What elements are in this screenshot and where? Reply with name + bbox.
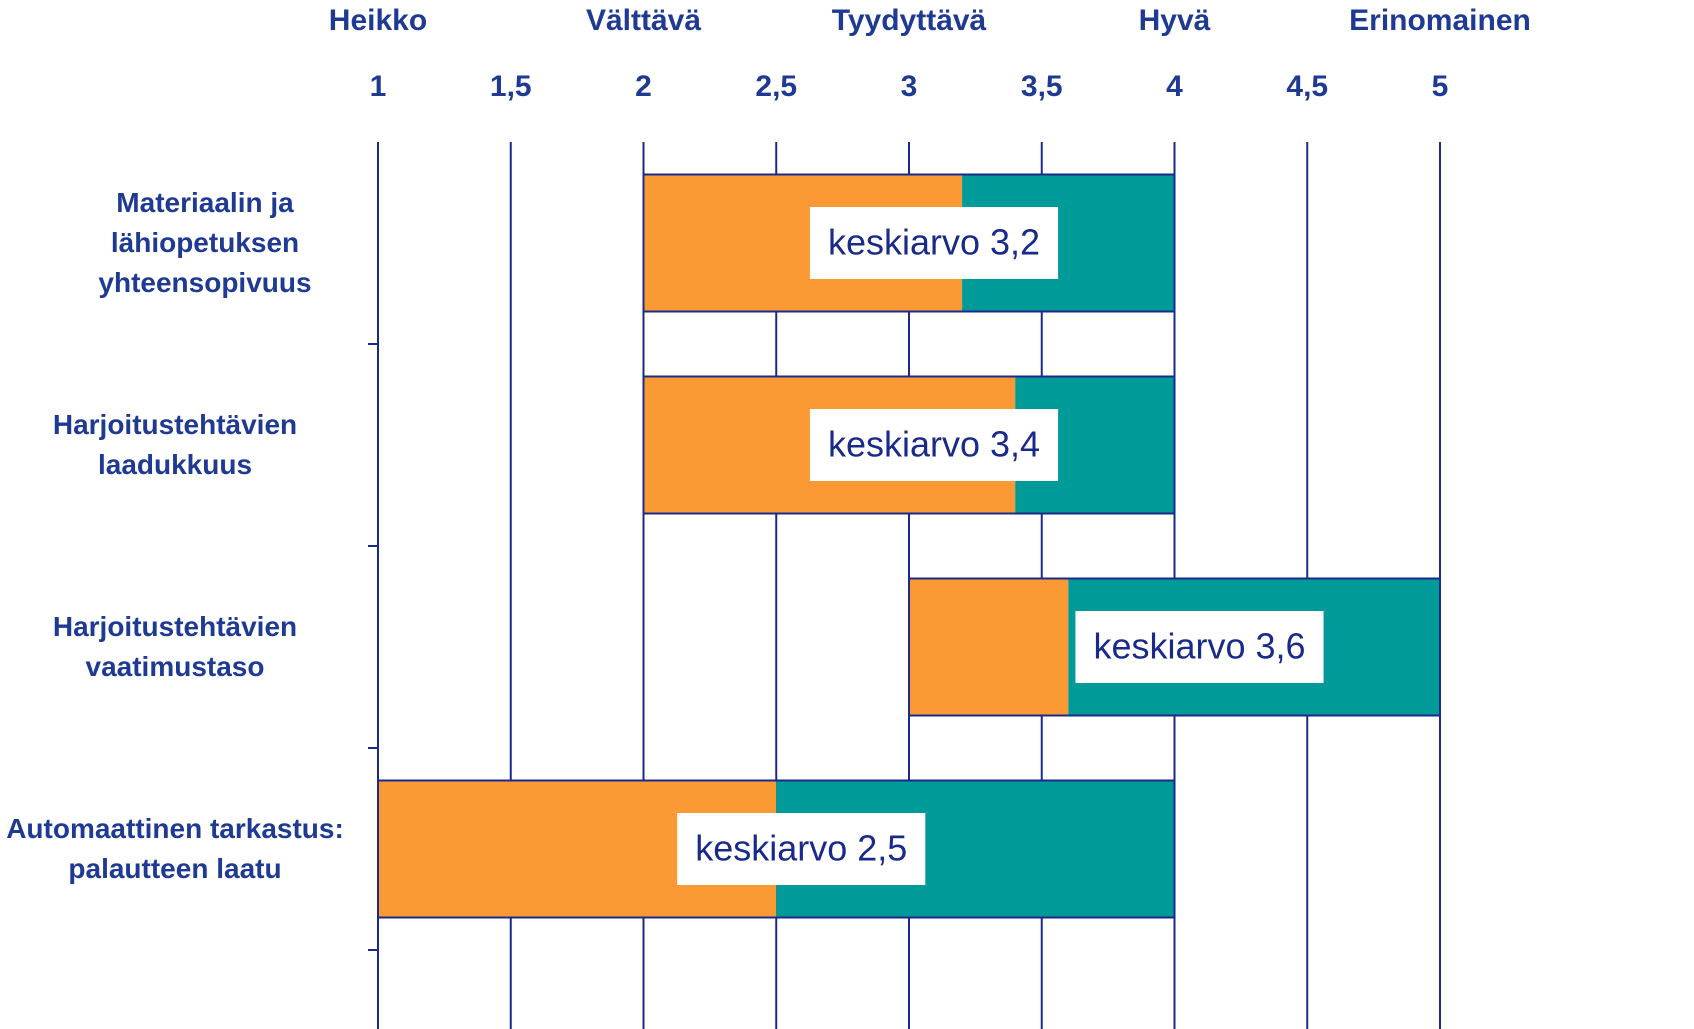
value-label-group: keskiarvo 3,6 [1075,611,1323,683]
scale-label: Tyydyttävä [832,4,987,37]
x-tick-label: 5 [1432,70,1449,103]
category-label: Automaattinen tarkastus: palautteen laat… [0,809,350,889]
x-tick-label: 4 [1166,70,1183,103]
page: {"chart_data": { "type": "range_bar", "c… [0,0,1694,1029]
value-label-group: keskiarvo 2,5 [677,813,925,885]
value-label: keskiarvo 2,5 [695,828,907,869]
category-label: Harjoitustehtävien vaatimustaso [0,607,350,687]
scale-label: Hyvä [1139,4,1211,37]
x-tick-label: 2 [635,70,652,103]
x-tick-label: 1,5 [490,70,532,103]
value-label: keskiarvo 3,2 [828,222,1040,263]
x-tick-label: 4,5 [1286,70,1328,103]
value-label-group: keskiarvo 3,4 [810,409,1058,481]
scale-label: Heikko [329,4,427,37]
value-label-group: keskiarvo 3,2 [810,207,1058,279]
bar-low [909,579,1068,716]
scale-label: Erinomainen [1349,4,1531,37]
x-tick-label: 2,5 [755,70,797,103]
x-tick-label: 1 [370,70,387,103]
value-label: keskiarvo 3,6 [1093,626,1305,667]
x-tick-label: 3,5 [1021,70,1063,103]
category-label: Materiaalin ja lähiopetuksen yhteensopiv… [60,183,350,303]
x-tick-label: 3 [901,70,918,103]
scale-label: Välttävä [586,4,701,37]
value-label: keskiarvo 3,4 [828,424,1040,465]
category-label: Harjoitustehtävien laadukkuus [0,405,350,485]
